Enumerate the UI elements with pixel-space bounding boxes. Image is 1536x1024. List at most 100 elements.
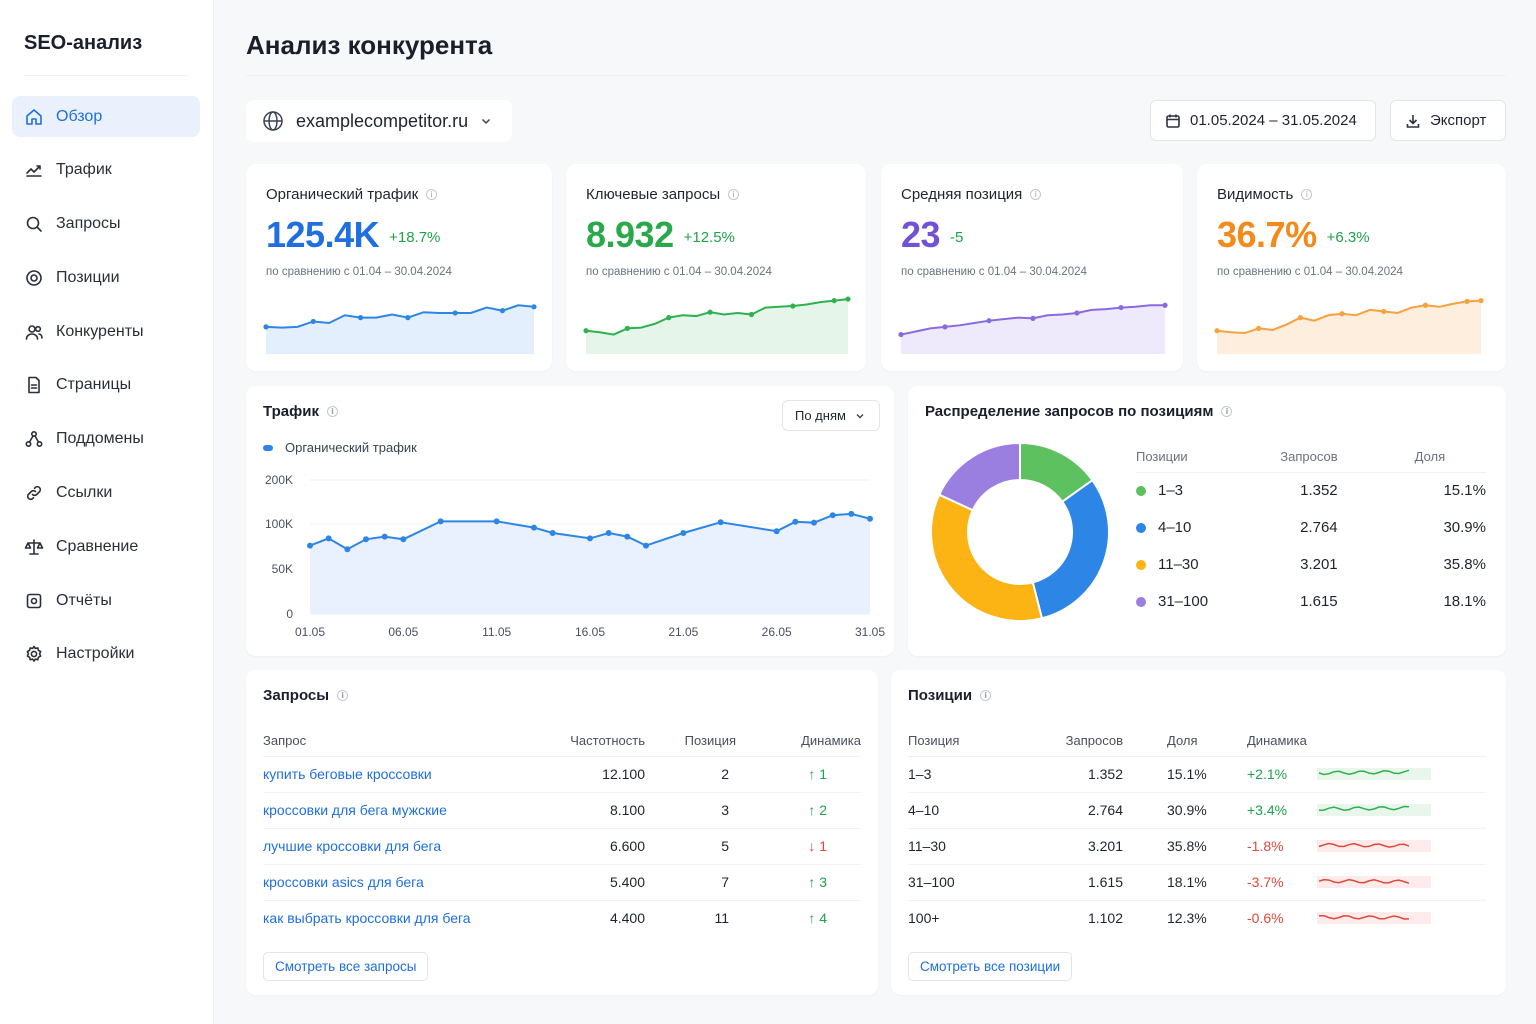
- sparkline-band: [1317, 803, 1431, 816]
- traffic-chart: 0 50K 100K 200K 01.05 06.05 11.05 16.05 21.05 26.…: [265, 473, 885, 639]
- data-point: [587, 535, 593, 542]
- page-title: Анализ конкурента: [246, 30, 493, 60]
- x-tick-label: 21.05: [668, 625, 698, 639]
- data-point: [400, 536, 407, 543]
- table-row: 31–100 1.615 18.1%: [1136, 583, 1486, 620]
- query-count: 3.201: [1300, 556, 1338, 573]
- sidebar-item-subdomains[interactable]: Поддомены: [12, 419, 200, 460]
- info-icon[interactable]: i: [1030, 189, 1042, 200]
- data-point: [867, 515, 873, 522]
- kpi-comparison: по сравнению с 01.04 – 30.04.2024: [901, 266, 1087, 278]
- position-range: 31–100: [1158, 593, 1209, 610]
- area-fill: [310, 513, 870, 614]
- query-link[interactable]: кроссовки asics для бега: [263, 874, 424, 890]
- sparkline-point: [357, 315, 364, 321]
- info-icon[interactable]: i: [337, 690, 349, 701]
- dynamics: ↑ 1: [736, 756, 861, 793]
- view-all-queries-button[interactable]: Смотреть все запросы: [263, 952, 429, 981]
- sidebar-item-label: Поддомены: [56, 430, 144, 448]
- sidebar-item-queries[interactable]: Запросы: [12, 204, 200, 245]
- view-all-positions-button[interactable]: Смотреть все позиции: [908, 952, 1073, 981]
- info-icon[interactable]: i: [326, 406, 338, 417]
- query-link[interactable]: лучшие кроссовки для бега: [263, 838, 442, 854]
- dynamics: -1.8%: [1217, 828, 1317, 865]
- query-count: 2.764: [1300, 519, 1338, 536]
- sidebar-item-links[interactable]: Ссылки: [12, 473, 200, 514]
- position-range: 1–3: [908, 756, 1028, 793]
- sparkline-point: [1074, 310, 1080, 316]
- mini-sparkline: [1317, 911, 1431, 924]
- column-header: Динамика: [1217, 726, 1317, 757]
- sidebar-item-competitors[interactable]: Конкуренты: [12, 311, 200, 352]
- sparkline-area: [266, 305, 534, 354]
- data-point: [493, 518, 500, 525]
- queries-card: Запросы i Запрос Частотность Позиция Дина…: [246, 670, 878, 995]
- date-range-button[interactable]: 01.05.2024 – 31.05.2024: [1150, 100, 1376, 141]
- kpi-comparison: по сравнению с 01.04 – 30.04.2024: [266, 266, 452, 278]
- data-point: [773, 528, 780, 535]
- period-select[interactable]: По дням: [782, 400, 880, 431]
- sidebar: SEO-анализ Обзор Трафик Запросы Позиции …: [0, 0, 214, 1024]
- sparkline-point: [748, 311, 755, 318]
- x-tick-label: 31.05: [855, 625, 885, 639]
- positions-table: Позиция Запросов Доля Динамика 1–3 1.352 1…: [908, 726, 1486, 936]
- sidebar-item-positions[interactable]: Позиции: [12, 257, 200, 298]
- sidebar-item-settings[interactable]: Настройки: [12, 634, 200, 675]
- mini-sparkline: [1317, 875, 1431, 888]
- sparkline-area: [1217, 300, 1481, 354]
- kpi-value-number: 36.7%: [1217, 214, 1317, 255]
- x-tick-label: 26.05: [762, 625, 792, 639]
- column-header: Динамика: [736, 726, 861, 757]
- data-point: [381, 533, 388, 540]
- export-button[interactable]: Экспорт: [1390, 100, 1506, 141]
- data-point: [624, 533, 631, 540]
- queries-table: Запрос Частотность Позиция Динамика купи…: [263, 726, 861, 936]
- query-link[interactable]: как выбрать кроссовки для бега: [263, 910, 471, 927]
- query-count: 1.615: [1300, 593, 1338, 610]
- data-point: [325, 535, 332, 542]
- section-title: Запросы: [263, 687, 330, 704]
- sidebar-item-label: Запросы: [56, 215, 121, 233]
- kpi-sparkline: [898, 302, 1168, 354]
- sparkline-point: [1464, 298, 1470, 304]
- sparkline-point: [1118, 304, 1124, 311]
- divider: [24, 75, 189, 76]
- sidebar-item-label: Ссылки: [56, 484, 113, 502]
- query-link[interactable]: купить беговые кроссовки: [263, 766, 432, 782]
- calendar-icon: [1165, 113, 1190, 129]
- table-row: кроссовки для бега мужские 8.100 3 ↑ 2: [263, 792, 861, 829]
- position-range: 4–10: [908, 792, 1028, 829]
- sparkline-point: [1381, 308, 1387, 315]
- data-point: [829, 512, 836, 519]
- query-count: 1.615: [1028, 864, 1123, 901]
- sidebar-item-reports[interactable]: Отчёты: [12, 580, 200, 621]
- position-range: 31–100: [908, 864, 1028, 901]
- sidebar-item-traffic[interactable]: Трафик: [12, 150, 200, 191]
- sparkline-line: [265, 304, 535, 329]
- sparkline-point: [1339, 311, 1345, 317]
- info-icon[interactable]: i: [1221, 406, 1233, 417]
- kpi-delta: +18.7%: [389, 228, 441, 246]
- info-icon[interactable]: i: [728, 189, 740, 200]
- frequency: 5.400: [543, 864, 645, 901]
- query-count: 3.201: [1028, 828, 1123, 865]
- position-range: 4–10: [1158, 519, 1192, 536]
- kpi-sparkline: [583, 296, 851, 354]
- sparkline-point: [624, 325, 630, 331]
- info-icon[interactable]: i: [426, 189, 438, 200]
- app-logo: SEO-анализ: [24, 32, 143, 54]
- frequency: 8.100: [543, 792, 645, 829]
- info-icon[interactable]: i: [980, 690, 992, 701]
- sidebar-item-compare[interactable]: Сравнение: [12, 526, 200, 567]
- legend-dot: [1136, 486, 1146, 497]
- domain-select[interactable]: examplecompetitor.ru: [246, 100, 512, 142]
- sidebar-item-pages[interactable]: Страницы: [12, 365, 200, 406]
- column-header: Доля: [1123, 726, 1217, 757]
- legend-dot: [1136, 597, 1146, 608]
- legend-dot: [1136, 560, 1146, 571]
- info-icon[interactable]: i: [1301, 189, 1313, 200]
- kpi-value-number: 125.4K: [266, 214, 380, 255]
- sparkline-point: [831, 298, 837, 304]
- query-link[interactable]: кроссовки для бега мужские: [263, 802, 447, 818]
- sidebar-item-overview[interactable]: Обзор: [12, 96, 200, 137]
